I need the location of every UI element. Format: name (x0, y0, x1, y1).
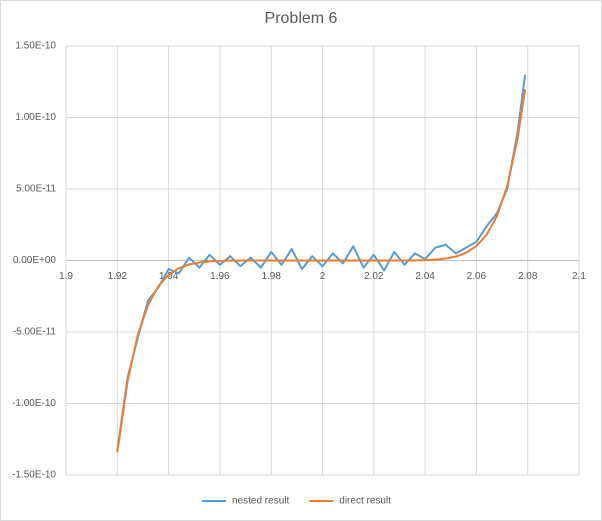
x-tick-label: 2.04 (415, 271, 435, 282)
x-tick-label: 2.02 (364, 271, 384, 282)
x-tick-label: 2.06 (467, 271, 487, 282)
y-tick-label: 0.00E+00 (13, 255, 57, 266)
x-tick-label: 2 (320, 271, 326, 282)
x-tick-label: 2.08 (518, 271, 538, 282)
legend-label: nested result (232, 496, 289, 507)
y-tick-label: -1.00E-10 (12, 398, 56, 409)
y-tick-label: 5.00E-11 (16, 184, 56, 195)
legend-label: direct result (339, 496, 391, 507)
y-tick-label: -1.50E-10 (12, 470, 56, 481)
y-tick-label: -5.00E-11 (13, 327, 57, 338)
x-tick-label: 1.9 (59, 271, 73, 282)
y-tick-label: 1.00E-10 (15, 112, 56, 123)
x-tick-label: 1.94 (159, 271, 179, 282)
y-tick-label: 1.50E-10 (15, 41, 56, 52)
series-line (116, 89, 527, 453)
x-tick-label: 1.98 (261, 271, 281, 282)
x-tick-label: 1.92 (108, 271, 128, 282)
x-tick-label: 2.1 (572, 271, 586, 282)
chart-title: Problem 6 (265, 10, 338, 27)
x-tick-label: 1.96 (210, 271, 230, 282)
series-line (116, 74, 527, 451)
